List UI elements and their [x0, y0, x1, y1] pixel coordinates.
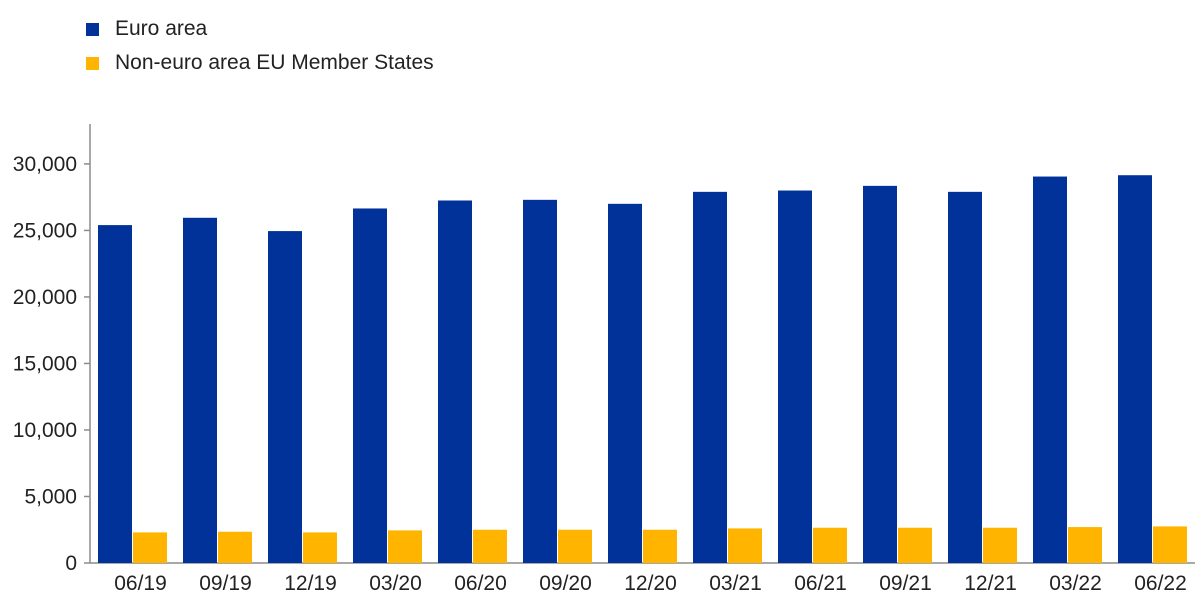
x-tick-label: 06/19: [114, 572, 167, 595]
x-tick-label: 06/21: [794, 572, 847, 595]
x-tick-label: 12/19: [284, 572, 337, 595]
legend: Euro area Non-euro area EU Member States: [86, 12, 434, 80]
bar-euro-area: [438, 200, 472, 563]
bar-non-euro-area: [133, 532, 167, 563]
x-tick-label: 06/20: [454, 572, 507, 595]
legend-label-non-euro-area: Non-euro area EU Member States: [115, 51, 434, 74]
bar-non-euro-area: [388, 530, 422, 563]
bar-non-euro-area: [898, 527, 932, 563]
x-tick-label: 03/20: [369, 572, 422, 595]
bar-non-euro-area: [643, 529, 677, 563]
x-tick-label: 03/22: [1049, 572, 1102, 595]
bar-euro-area: [98, 225, 132, 563]
bar-euro-area: [693, 191, 727, 563]
y-tick-label: 10,000: [13, 419, 77, 442]
bar-non-euro-area: [558, 529, 592, 563]
bar-non-euro-area: [813, 527, 847, 563]
x-tick-label: 09/19: [199, 572, 252, 595]
y-tick-label: 15,000: [13, 352, 77, 375]
y-tick-label: 5,000: [24, 485, 77, 508]
x-tick-label: 09/21: [879, 572, 932, 595]
bar-non-euro-area: [1068, 527, 1102, 563]
bar-non-euro-area: [728, 528, 762, 563]
y-tick-label: 25,000: [13, 219, 77, 242]
y-tick-label: 0: [65, 552, 77, 575]
bar-euro-area: [948, 191, 982, 563]
bar-euro-area: [1033, 176, 1067, 563]
bar-euro-area: [268, 231, 302, 563]
x-tick-label: 06/22: [1134, 572, 1187, 595]
bar-euro-area: [183, 217, 217, 563]
legend-swatch-euro-area: [86, 22, 99, 36]
bar-euro-area: [778, 190, 812, 564]
bar-non-euro-area: [303, 532, 337, 563]
legend-item-euro-area: Euro area: [86, 12, 434, 46]
bar-non-euro-area: [983, 527, 1017, 563]
bar-euro-area: [1118, 175, 1152, 563]
legend-item-non-euro-area: Non-euro area EU Member States: [86, 46, 434, 80]
bar-non-euro-area: [473, 529, 507, 563]
x-tick-label: 12/21: [964, 572, 1017, 595]
legend-swatch-non-euro-area: [86, 56, 99, 70]
bar-euro-area: [523, 199, 557, 563]
x-tick-label: 12/20: [624, 572, 677, 595]
bar-non-euro-area: [1153, 526, 1187, 563]
y-tick-label: 20,000: [13, 286, 77, 309]
bar-euro-area: [608, 203, 642, 563]
bar-non-euro-area: [218, 531, 252, 563]
x-tick-label: 03/21: [709, 572, 762, 595]
x-tick-label: 09/20: [539, 572, 592, 595]
y-tick-label: 30,000: [13, 153, 77, 176]
bar-euro-area: [353, 208, 387, 563]
legend-label-euro-area: Euro area: [115, 17, 208, 40]
bar-euro-area: [863, 185, 897, 564]
